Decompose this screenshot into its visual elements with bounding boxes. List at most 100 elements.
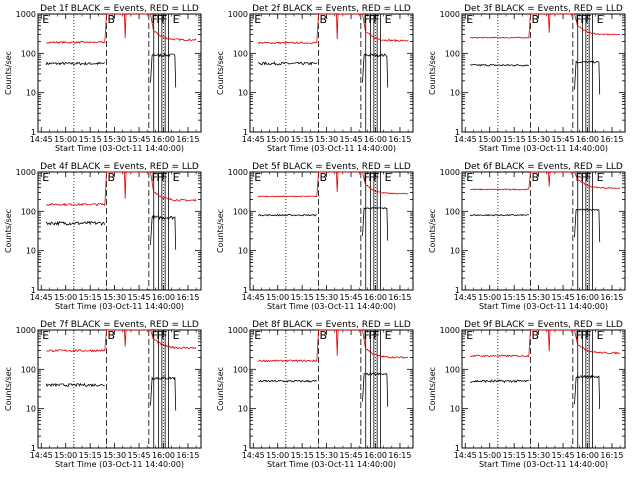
x-tick-label: 15:45	[552, 293, 575, 302]
x-tick-label: 15:45	[340, 293, 363, 302]
region-marker-f: F	[580, 13, 586, 26]
x-tick-label: 15:15	[79, 293, 102, 302]
series-events-line	[469, 379, 530, 384]
plot-frame	[461, 13, 626, 133]
panel-5: Det 5f BLACK = Events, RED = LLD 1000 100 1…	[216, 162, 414, 311]
series-events-line	[362, 372, 389, 407]
panel-9: Det 9f BLACK = Events, RED = LLD 1000 100 1…	[428, 320, 626, 469]
plot-frame	[249, 13, 414, 133]
panel-title: Det 5f BLACK = Events, RED = LLD	[252, 162, 411, 172]
x-tick-label: 15:15	[503, 293, 526, 302]
region-marker-f: F	[373, 13, 379, 26]
region-marker-f: F	[363, 171, 369, 184]
y-tick-label: 1	[455, 444, 460, 453]
x-tick-label: 15:00	[478, 135, 501, 144]
region-marker-f: F	[585, 329, 591, 342]
x-axis-label: Start Time (03-Oct-11 14:40:00)	[267, 460, 396, 469]
x-tick-label: 15:30	[315, 451, 338, 460]
x-tick-label: 16:00	[152, 135, 175, 144]
series-events-line	[362, 52, 389, 88]
x-tick-label: 14:45	[454, 451, 477, 460]
region-marker-f: F	[151, 329, 157, 342]
y-tick-label: 10	[450, 405, 460, 414]
region-marker-f: F	[363, 13, 369, 26]
x-tick-label: 16:00	[576, 451, 599, 460]
series-lld-line	[45, 13, 197, 45]
region-marker-e: E	[466, 329, 473, 342]
x-tick-label: 15:45	[552, 451, 575, 460]
region-marker-e: E	[466, 13, 473, 26]
series-lld-line	[257, 329, 409, 363]
y-tick-label: 1000	[228, 168, 248, 177]
region-marker-f: F	[373, 329, 379, 342]
region-marker-b: B	[319, 171, 327, 184]
x-tick-label: 16:00	[152, 451, 175, 460]
region-marker-e: E	[254, 13, 261, 26]
series-events-line	[45, 220, 106, 227]
y-axis-label: Counts/sec	[216, 209, 225, 253]
region-marker-f: F	[161, 329, 167, 342]
x-tick-label: 15:30	[103, 135, 126, 144]
region-marker-e: E	[173, 171, 180, 184]
region-marker-e: E	[597, 329, 604, 342]
plot-frame	[249, 329, 414, 449]
series-lld-line	[469, 13, 621, 39]
y-tick-label: 100	[233, 49, 248, 58]
x-tick-label: 15:00	[54, 451, 77, 460]
x-tick-label: 14:45	[30, 135, 53, 144]
x-tick-label: 14:45	[242, 293, 265, 302]
region-marker-e: E	[466, 171, 473, 184]
y-tick-label: 1000	[228, 10, 248, 19]
x-tick-label: 15:00	[478, 293, 501, 302]
region-marker-b: B	[531, 13, 539, 26]
series-lld-line	[257, 13, 409, 45]
region-marker-e: E	[597, 13, 604, 26]
x-tick-label: 15:30	[527, 135, 550, 144]
y-tick-label: 10	[26, 89, 36, 98]
region-marker-f: F	[575, 13, 581, 26]
x-tick-label: 15:00	[54, 135, 77, 144]
series-events-line	[469, 63, 530, 67]
x-tick-label: 16:15	[600, 293, 623, 302]
x-tick-label: 14:45	[454, 135, 477, 144]
region-marker-e: E	[173, 329, 180, 342]
x-tick-label: 16:00	[364, 293, 387, 302]
plot-frame	[37, 171, 202, 291]
x-tick-label: 16:00	[364, 135, 387, 144]
y-tick-label: 1000	[440, 326, 460, 335]
x-tick-label: 15:15	[79, 451, 102, 460]
y-tick-label: 10	[26, 405, 36, 414]
y-tick-label: 10	[238, 405, 248, 414]
x-tick-label: 16:15	[600, 451, 623, 460]
series-events-line	[45, 382, 105, 388]
panel-title: Det 8f BLACK = Events, RED = LLD	[252, 320, 411, 330]
x-tick-label: 15:30	[315, 293, 338, 302]
x-tick-label: 15:45	[340, 135, 363, 144]
region-marker-e: E	[42, 171, 49, 184]
panel-title: Det 4f BLACK = Events, RED = LLD	[40, 162, 199, 172]
y-tick-label: 1000	[440, 10, 460, 19]
x-tick-label: 16:15	[176, 135, 199, 144]
region-marker-e: E	[385, 329, 392, 342]
y-axis-label: Counts/sec	[428, 367, 437, 411]
region-marker-b: B	[107, 329, 115, 342]
y-tick-label: 1	[31, 286, 36, 295]
series-events-line	[150, 52, 177, 88]
panel-2: Det 2f BLACK = Events, RED = LLD 1000 100 1…	[216, 4, 414, 153]
region-marker-f: F	[585, 171, 591, 184]
x-tick-label: 16:15	[600, 135, 623, 144]
series-lld-line	[46, 171, 197, 207]
region-marker-f: F	[368, 171, 374, 184]
y-tick-label: 100	[21, 207, 36, 216]
x-axis-label: Start Time (03-Oct-11 14:40:00)	[55, 302, 184, 311]
region-marker-b: B	[319, 329, 327, 342]
panel-title: Det 2f BLACK = Events, RED = LLD	[252, 4, 411, 14]
panel-title: Det 3f BLACK = Events, RED = LLD	[464, 4, 623, 14]
x-tick-label: 16:00	[576, 135, 599, 144]
y-axis-label: Counts/sec	[4, 209, 13, 253]
region-marker-f: F	[368, 329, 374, 342]
x-tick-label: 15:00	[266, 135, 289, 144]
x-tick-label: 15:15	[503, 451, 526, 460]
x-tick-label: 14:45	[30, 293, 53, 302]
x-tick-label: 16:00	[576, 293, 599, 302]
